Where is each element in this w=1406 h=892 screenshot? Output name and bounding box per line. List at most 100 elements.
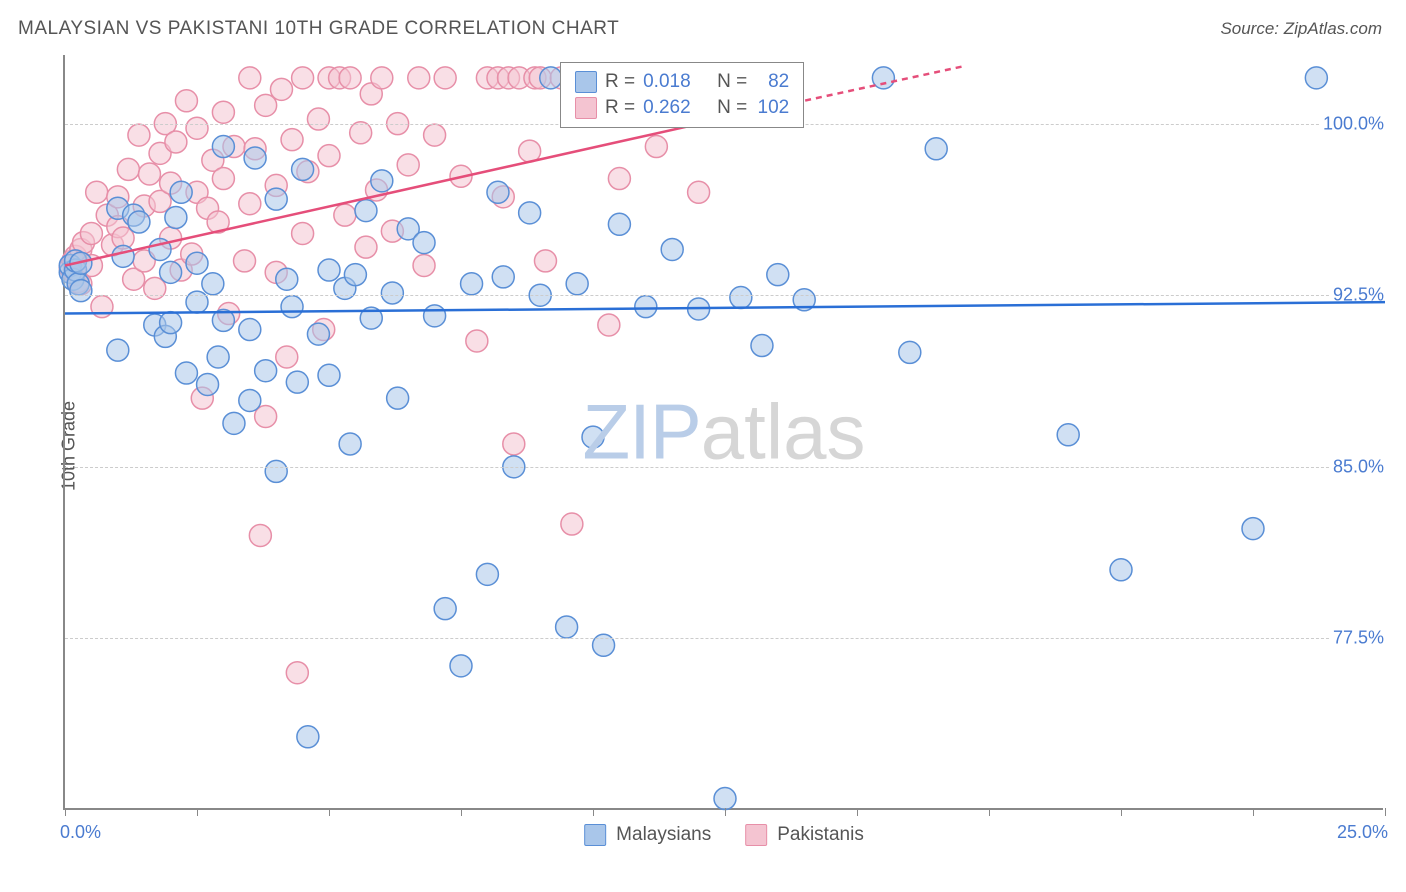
point-malaysians: [540, 67, 562, 89]
point-malaysians: [767, 264, 789, 286]
point-malaysians: [793, 289, 815, 311]
point-pakistanis: [149, 190, 171, 212]
point-pakistanis: [255, 405, 277, 427]
point-malaysians: [265, 460, 287, 482]
point-pakistanis: [329, 67, 351, 89]
legend-stat-row: R =0.262N =102: [575, 95, 789, 121]
point-pakistanis: [645, 136, 667, 158]
point-malaysians: [62, 268, 84, 290]
point-pakistanis: [466, 330, 488, 352]
x-tick: [593, 808, 594, 816]
point-pakistanis: [70, 273, 92, 295]
point-pakistanis: [70, 238, 92, 260]
point-malaysians: [212, 136, 234, 158]
legend-n-label: N =: [717, 71, 747, 93]
point-pakistanis: [212, 168, 234, 190]
legend-swatch: [575, 71, 597, 93]
point-malaysians: [413, 232, 435, 254]
point-malaysians: [566, 273, 588, 295]
point-pakistanis: [65, 245, 87, 267]
x-tick: [989, 808, 990, 816]
point-pakistanis: [529, 67, 551, 89]
point-pakistanis: [307, 108, 329, 130]
point-pakistanis: [519, 140, 541, 162]
x-tick: [857, 808, 858, 816]
x-axis-min-label: 0.0%: [60, 822, 101, 843]
point-pakistanis: [138, 163, 160, 185]
point-pakistanis: [67, 271, 89, 293]
point-malaysians: [1242, 518, 1264, 540]
watermark-zip: ZIP: [582, 387, 700, 475]
plot-area: ZIPatlas R =0.018N =82R =0.262N =102 0.0…: [63, 55, 1383, 810]
y-tick-label: 100.0%: [1319, 113, 1388, 134]
legend-r-label: R =: [605, 71, 635, 93]
gridline: [65, 638, 1384, 639]
point-pakistanis: [265, 261, 287, 283]
point-pakistanis: [234, 250, 256, 272]
point-pakistanis: [503, 433, 525, 455]
point-malaysians: [872, 67, 894, 89]
point-malaysians: [424, 305, 446, 327]
point-pakistanis: [107, 186, 129, 208]
point-malaysians: [925, 138, 947, 160]
point-malaysians: [730, 287, 752, 309]
point-malaysians: [186, 252, 208, 274]
point-malaysians: [450, 655, 472, 677]
legend-n-label: N =: [717, 97, 747, 119]
point-pakistanis: [265, 174, 287, 196]
point-pakistanis: [80, 222, 102, 244]
point-pakistanis: [65, 264, 87, 286]
legend-r-value: 0.262: [643, 97, 701, 119]
y-tick-label: 77.5%: [1329, 628, 1388, 649]
legend-r-label: R =: [605, 97, 635, 119]
point-malaysians: [65, 250, 87, 272]
point-malaysians: [381, 282, 403, 304]
point-pakistanis: [424, 124, 446, 146]
legend-series-item: Malaysians: [584, 824, 711, 846]
point-malaysians: [197, 373, 219, 395]
point-pakistanis: [249, 524, 271, 546]
point-pakistanis: [218, 303, 240, 325]
point-pakistanis: [86, 181, 108, 203]
scatter-layer: [65, 55, 1385, 810]
point-pakistanis: [476, 67, 498, 89]
point-pakistanis: [255, 94, 277, 116]
point-pakistanis: [91, 296, 113, 318]
gridline: [65, 467, 1384, 468]
point-pakistanis: [313, 319, 335, 341]
point-malaysians: [661, 238, 683, 260]
x-tick: [329, 808, 330, 816]
point-pakistanis: [450, 165, 472, 187]
point-pakistanis: [223, 136, 245, 158]
point-malaysians: [128, 211, 150, 233]
watermark-atlas: atlas: [701, 387, 866, 475]
point-pakistanis: [202, 149, 224, 171]
point-malaysians: [714, 788, 736, 810]
point-pakistanis: [297, 161, 319, 183]
point-pakistanis: [165, 131, 187, 153]
point-malaysians: [461, 273, 483, 295]
point-malaysians: [160, 312, 182, 334]
y-tick-label: 92.5%: [1329, 285, 1388, 306]
source-label: Source: ZipAtlas.com: [1220, 19, 1382, 39]
point-malaysians: [635, 296, 657, 318]
legend-r-value: 0.018: [643, 71, 701, 93]
point-pakistanis: [186, 181, 208, 203]
point-pakistanis: [123, 268, 145, 290]
x-tick: [1253, 808, 1254, 816]
point-malaysians: [487, 181, 509, 203]
point-pakistanis: [339, 67, 361, 89]
point-malaysians: [519, 202, 541, 224]
point-pakistanis: [191, 387, 213, 409]
legend-swatch: [575, 97, 597, 119]
x-tick: [197, 808, 198, 816]
point-malaysians: [175, 362, 197, 384]
point-malaysians: [67, 273, 89, 295]
point-pakistanis: [59, 257, 81, 279]
chart-title: MALAYSIAN VS PAKISTANI 10TH GRADE CORREL…: [18, 18, 619, 40]
point-pakistanis: [318, 67, 340, 89]
point-pakistanis: [408, 67, 430, 89]
point-malaysians: [165, 206, 187, 228]
point-pakistanis: [175, 90, 197, 112]
point-malaysians: [582, 426, 604, 448]
